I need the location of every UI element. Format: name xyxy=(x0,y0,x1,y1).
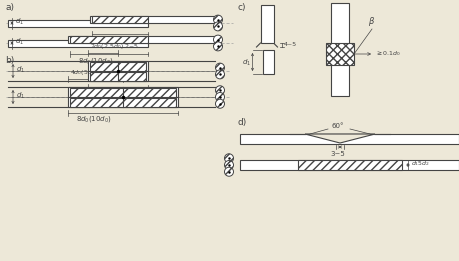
Text: $d_1$: $d_1$ xyxy=(15,17,24,27)
Bar xyxy=(70,98,176,106)
Text: a): a) xyxy=(5,3,14,12)
Bar xyxy=(92,15,148,22)
Circle shape xyxy=(215,99,224,108)
Circle shape xyxy=(213,35,223,44)
Bar xyxy=(88,61,148,71)
Bar xyxy=(331,53,349,96)
Text: $8d_0(10d_0)$: $8d_0(10d_0)$ xyxy=(78,56,114,66)
Text: $d_1$: $d_1$ xyxy=(16,91,25,101)
Text: c): c) xyxy=(237,3,246,12)
Circle shape xyxy=(215,92,224,102)
Text: 60°: 60° xyxy=(332,123,345,129)
Text: 3~5: 3~5 xyxy=(330,151,345,157)
Bar xyxy=(8,20,148,27)
Circle shape xyxy=(215,63,224,72)
Bar xyxy=(240,134,459,144)
Bar xyxy=(88,71,148,81)
Text: $\beta$: $\beta$ xyxy=(368,15,375,28)
Bar xyxy=(263,50,274,74)
Circle shape xyxy=(224,154,234,163)
Text: 4~5: 4~5 xyxy=(284,43,297,48)
Bar xyxy=(70,35,148,43)
Text: $4d_0(5d_0)$: $4d_0(5d_0)$ xyxy=(94,36,125,46)
Polygon shape xyxy=(305,134,375,143)
Circle shape xyxy=(213,15,223,24)
Text: b): b) xyxy=(5,56,14,65)
Text: d): d) xyxy=(237,118,246,127)
Bar xyxy=(240,160,459,170)
Circle shape xyxy=(215,70,224,79)
Bar xyxy=(70,87,176,97)
Bar xyxy=(8,39,148,46)
Circle shape xyxy=(224,161,234,169)
Bar xyxy=(90,72,146,80)
Text: $d_1$: $d_1$ xyxy=(242,58,252,68)
Text: $d_1$: $d_1$ xyxy=(15,37,24,47)
Text: $4d_0(5d_0)$: $4d_0(5d_0)$ xyxy=(90,88,121,98)
Bar xyxy=(68,87,178,97)
Bar xyxy=(298,160,402,170)
Bar xyxy=(331,3,349,46)
Bar xyxy=(326,43,354,65)
Text: $2d_0(2.5d_0)$ 2~5: $2d_0(2.5d_0)$ 2~5 xyxy=(90,42,139,51)
Circle shape xyxy=(213,42,223,51)
Text: $\geq 0.1d_0$: $\geq 0.1d_0$ xyxy=(375,50,401,58)
Circle shape xyxy=(215,86,224,95)
Bar xyxy=(68,97,178,107)
Text: $4d_0(5d_0)$ 2~5: $4d_0(5d_0)$ 2~5 xyxy=(70,68,113,77)
Text: $d_1$: $d_1$ xyxy=(16,65,25,75)
Bar xyxy=(90,62,146,70)
Bar xyxy=(261,5,274,43)
Text: $8d_0(10d_0)$: $8d_0(10d_0)$ xyxy=(76,114,112,124)
Bar xyxy=(90,15,215,22)
Text: $d_1 5d_2$: $d_1 5d_2$ xyxy=(411,159,430,168)
Bar xyxy=(68,35,215,43)
Circle shape xyxy=(224,167,234,176)
Circle shape xyxy=(213,22,223,31)
